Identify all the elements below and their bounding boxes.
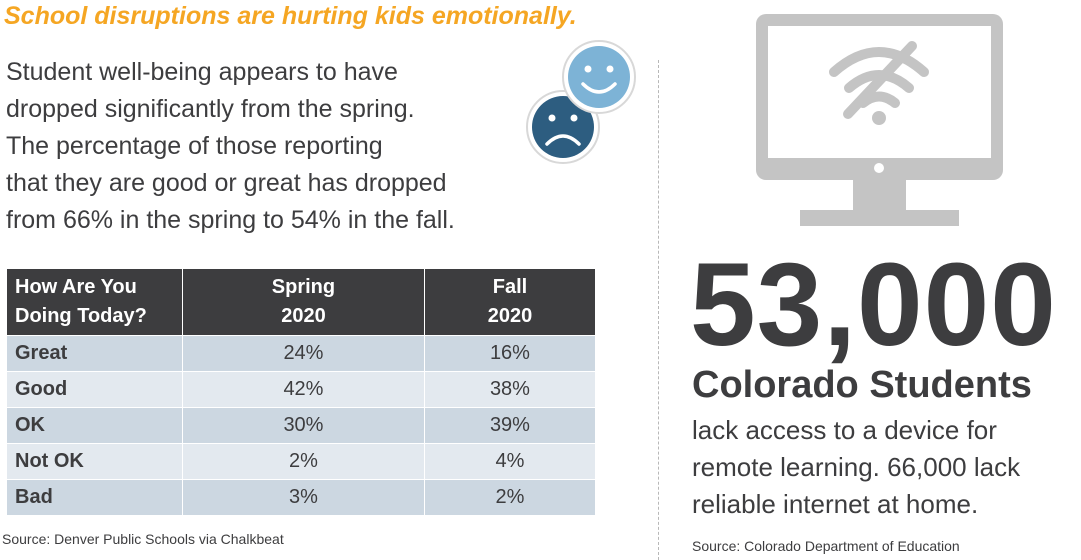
headline: School disruptions are hurting kids emot… [4,2,577,30]
fall-value: 2% [423,479,597,516]
row-label: Good [6,371,183,408]
fall-value: 39% [423,407,597,444]
intro-line: from 66% in the spring to 54% in the fal… [6,206,455,234]
fall-value: 38% [423,371,597,408]
big-number: 53,000 [690,239,1057,371]
table-row: Good 42% 38% [6,371,597,408]
table-header-row: How Are You Doing Today? Spring 2020 Fal… [6,268,597,336]
header-spring: Spring 2020 [182,268,425,336]
header-label: How Are You Doing Today? [6,268,183,336]
column-divider [658,60,659,560]
wellbeing-table: How Are You Doing Today? Spring 2020 Fal… [6,268,597,516]
lack-line: remote learning. 66,000 lack [692,452,1021,482]
no-wifi-icon [829,41,929,119]
intro-line: Student well-being appears to have [6,58,398,86]
header-fall: Fall 2020 [423,268,597,336]
table-row: Great 24% 16% [6,335,597,372]
fall-value: 4% [423,443,597,480]
row-label: Bad [6,479,183,516]
source-right: Source: Colorado Department of Education [692,538,960,554]
row-label: OK [6,407,183,444]
smiley-face-icon [562,40,636,114]
table-row: Bad 3% 2% [6,479,597,516]
intro-line: dropped significantly from the spring. [6,95,415,123]
students-label: Colorado Students [692,364,1032,406]
spring-value: 3% [182,479,425,516]
intro-line: The percentage of those reporting [6,132,383,160]
spring-value: 24% [182,335,425,372]
table-row: OK 30% 39% [6,407,597,444]
intro-paragraph: Student well-being appears to have dropp… [6,54,566,239]
spring-value: 2% [182,443,425,480]
fall-value: 16% [423,335,597,372]
lack-paragraph: lack access to a device for remote learn… [692,412,1072,523]
lack-line: reliable internet at home. [692,489,979,519]
monitor-no-wifi-icon [752,10,1007,230]
row-label: Great [6,335,183,372]
spring-value: 42% [182,371,425,408]
spring-value: 30% [182,407,425,444]
emoji-group [525,40,645,170]
row-label: Not OK [6,443,183,480]
table-row: Not OK 2% 4% [6,443,597,480]
source-left: Source: Denver Public Schools via Chalkb… [2,531,284,547]
lack-line: lack access to a device for [692,415,997,445]
intro-line: that they are good or great has dropped [6,169,447,197]
